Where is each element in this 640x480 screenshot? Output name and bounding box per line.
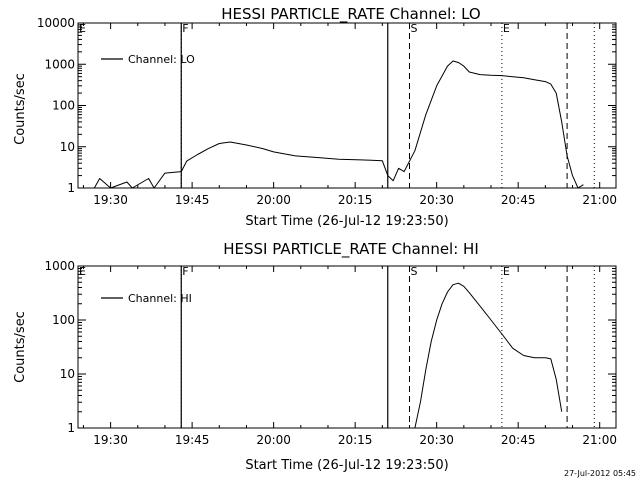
y-tick-label: 100 <box>52 313 75 327</box>
y-axis-ticks: 1 10 100 1000 10000 <box>37 16 616 195</box>
x-tick-label: 20:30 <box>419 193 454 207</box>
x-axis-ticks: 19:30 19:45 20:00 20:15 20:30 20:45 21:00 <box>82 23 617 207</box>
plot-frame <box>77 22 617 189</box>
x-tick-label: 19:30 <box>93 193 128 207</box>
y-tick-label: 1 <box>67 181 75 195</box>
flag-label: S <box>410 22 417 35</box>
series-line <box>93 60 584 189</box>
plot-frame <box>77 265 617 429</box>
x-tick-label: 20:45 <box>501 433 536 447</box>
chart-title: HESSI PARTICLE_RATE Channel: LO <box>221 5 480 24</box>
y-tick-label: 100 <box>52 99 75 113</box>
x-tick-label: 19:45 <box>175 433 210 447</box>
y-tick-label: 10 <box>60 367 75 381</box>
flag-label: E <box>79 22 86 35</box>
series-lines <box>414 282 563 429</box>
footer-timestamp: 27-Jul-2012 05:45 <box>564 469 636 478</box>
y-tick-label: 1 <box>67 421 75 435</box>
x-tick-label: 20:00 <box>256 433 291 447</box>
y-axis-label: Counts/sec <box>13 73 28 145</box>
chart-lo-channel: HESSI PARTICLE_RATE Channel: LO Counts/s… <box>13 5 617 229</box>
time-markers <box>180 23 389 188</box>
series-line <box>414 282 563 429</box>
legend-label: Channel: HI <box>128 292 192 305</box>
x-tick-label: 21:00 <box>582 433 617 447</box>
flag-label: F <box>182 22 188 35</box>
y-tick-label: 1000 <box>44 57 75 71</box>
legend: Channel: HI <box>101 292 192 305</box>
time-markers <box>180 266 389 428</box>
x-tick-label: 19:30 <box>93 433 128 447</box>
x-tick-label: 21:00 <box>582 193 617 207</box>
x-tick-label: 20:15 <box>338 193 373 207</box>
flag-label: E <box>79 265 86 278</box>
legend: Channel: LO <box>101 53 195 66</box>
x-axis-ticks: 19:30 19:45 20:00 20:15 20:30 20:45 21:00 <box>82 266 617 447</box>
x-tick-label: 20:30 <box>419 433 454 447</box>
y-tick-label: 1000 <box>44 259 75 273</box>
chart-hi-channel: HESSI PARTICLE_RATE Channel: HI Counts/s… <box>13 240 617 473</box>
y-tick-label: 10 <box>60 140 75 154</box>
flag-label: E <box>503 265 510 278</box>
x-axis-label: Start Time (26-Jul-12 19:23:50) <box>245 214 448 229</box>
flag-label: S <box>410 265 417 278</box>
flag-label: F <box>182 265 188 278</box>
flag-label: E <box>503 22 510 35</box>
series-lines <box>93 60 584 189</box>
x-tick-label: 19:45 <box>175 193 210 207</box>
x-axis-label: Start Time (26-Jul-12 19:23:50) <box>245 458 448 473</box>
legend-label: Channel: LO <box>128 53 195 66</box>
chart-title: HESSI PARTICLE_RATE Channel: HI <box>223 240 479 259</box>
y-axis-ticks: 1 10 100 1000 <box>44 259 616 435</box>
y-tick-label: 10000 <box>37 16 75 30</box>
x-tick-label: 20:00 <box>256 193 291 207</box>
x-tick-label: 20:45 <box>501 193 536 207</box>
x-tick-label: 20:15 <box>338 433 373 447</box>
y-axis-label: Counts/sec <box>13 311 28 383</box>
